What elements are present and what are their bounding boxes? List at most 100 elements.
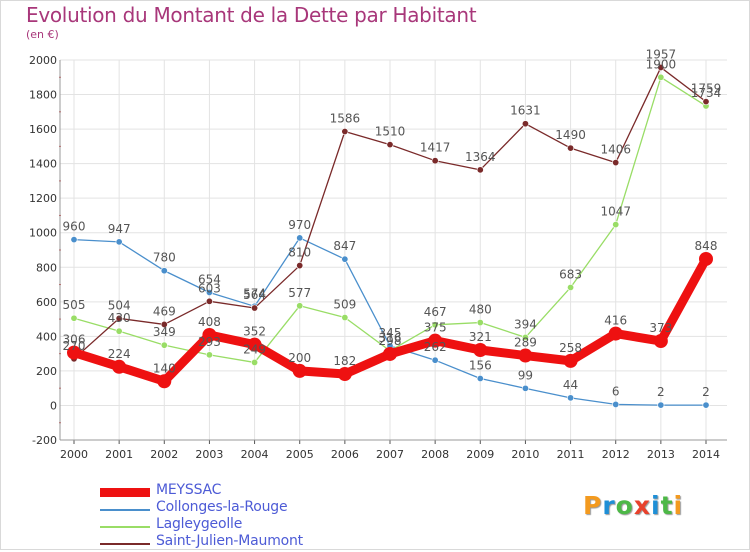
data-point: [521, 384, 529, 392]
data-label: 345: [379, 326, 402, 340]
data-point: [292, 363, 307, 378]
data-label: 200: [288, 351, 311, 365]
data-label: 848: [695, 239, 718, 253]
y-tick-label: 1400: [29, 158, 57, 171]
data-point: [563, 353, 578, 368]
data-point: [567, 144, 575, 152]
data-point: [521, 120, 529, 128]
x-tick-label: 2014: [692, 448, 720, 461]
data-label: 6: [612, 384, 620, 398]
data-label: 375: [424, 321, 447, 335]
x-tick-label: 2010: [511, 448, 539, 461]
y-tick-label: 1800: [29, 89, 57, 102]
data-point: [337, 367, 352, 382]
data-label: 1406: [600, 143, 631, 157]
data-label: 1734: [691, 86, 722, 100]
data-point: [473, 343, 488, 358]
data-label: 960: [63, 220, 86, 234]
data-label: 156: [469, 359, 492, 373]
data-label: 1510: [375, 125, 406, 139]
data-label: 258: [559, 341, 582, 355]
data-label: 574: [243, 286, 266, 300]
data-point: [157, 374, 172, 389]
y-tick-label: 600: [36, 296, 57, 309]
data-label: 1586: [330, 112, 361, 126]
data-label: 780: [153, 251, 176, 265]
data-point: [251, 304, 259, 312]
data-point: [70, 236, 78, 244]
y-tick-label: 0: [50, 399, 57, 412]
data-label: 416: [604, 314, 627, 328]
x-tick-label: 2008: [421, 448, 449, 461]
unit-label: (en €): [26, 28, 59, 41]
data-point: [428, 333, 443, 348]
legend-swatch: [100, 543, 150, 545]
data-label: 654: [198, 272, 221, 286]
data-point: [160, 320, 168, 328]
data-point: [205, 351, 213, 359]
data-point: [160, 267, 168, 275]
data-point: [518, 348, 533, 363]
data-point: [341, 255, 349, 263]
legend-swatch: [100, 526, 150, 528]
data-label: 352: [243, 325, 266, 339]
data-label: 99: [518, 368, 533, 382]
data-label: 1047: [600, 205, 631, 219]
logo-letter: o: [615, 491, 634, 520]
data-point: [70, 314, 78, 322]
data-label: 564: [243, 288, 266, 302]
data-label: 2: [657, 385, 665, 399]
y-tick-label: 200: [36, 365, 57, 378]
data-label: 683: [559, 267, 582, 281]
data-label: 1364: [465, 150, 496, 164]
data-point: [699, 251, 713, 266]
x-tick-label: 2006: [331, 448, 359, 461]
data-label: 182: [333, 354, 356, 368]
data-point: [296, 234, 304, 242]
data-label: 289: [514, 336, 537, 350]
data-label: 321: [469, 330, 492, 344]
y-tick-label: 1600: [29, 123, 57, 136]
legend-swatch: [100, 488, 150, 497]
data-label: 249: [243, 342, 266, 356]
data-point: [431, 356, 439, 364]
data-point: [115, 327, 123, 335]
data-label: 2: [702, 385, 710, 399]
x-tick-label: 2009: [466, 448, 494, 461]
data-label: 394: [514, 317, 537, 331]
proxiti-logo: Proxiti: [583, 491, 683, 520]
data-point: [657, 63, 665, 71]
y-tick-label: 1200: [29, 192, 57, 205]
x-tick-label: 2011: [557, 448, 585, 461]
data-label: 44: [563, 378, 578, 392]
data-label: 1900: [646, 57, 677, 71]
data-point: [567, 283, 575, 291]
data-point: [431, 157, 439, 165]
data-point: [702, 98, 710, 106]
logo-letter: t: [660, 491, 674, 520]
data-label: 316: [379, 331, 402, 345]
data-label: 847: [333, 239, 356, 253]
data-point: [657, 401, 665, 409]
data-point: [112, 359, 127, 374]
data-label: 577: [288, 286, 311, 300]
data-point: [202, 327, 217, 342]
data-point: [160, 341, 168, 349]
legend-label: MEYSSAC: [156, 482, 222, 498]
data-point: [702, 401, 710, 409]
data-point: [296, 302, 304, 310]
x-tick-label: 2012: [602, 448, 630, 461]
data-point: [251, 358, 259, 366]
data-label: 1490: [555, 128, 586, 142]
data-point: [608, 326, 623, 341]
data-point: [247, 337, 262, 352]
data-point: [383, 346, 397, 361]
data-point: [341, 128, 349, 136]
data-label: 504: [108, 298, 131, 312]
data-label: 1417: [420, 141, 451, 155]
data-label: 293: [198, 335, 221, 349]
data-label: 224: [108, 347, 131, 361]
data-point: [476, 375, 484, 383]
data-point: [612, 400, 620, 408]
